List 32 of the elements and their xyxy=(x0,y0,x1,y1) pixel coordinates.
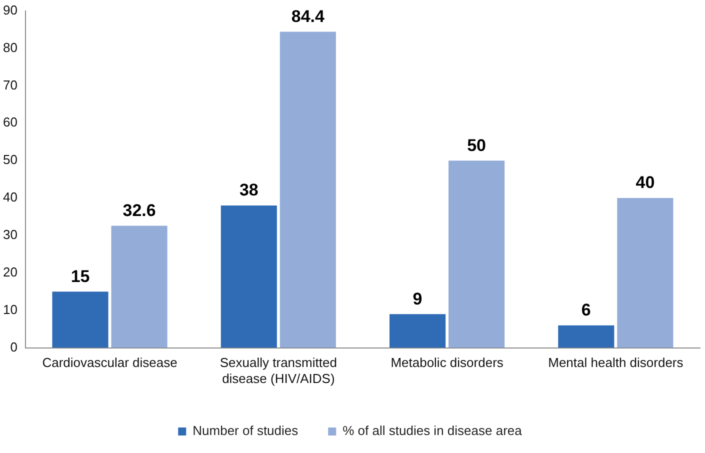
x-tick-label: Sexually transmitted disease (HIV/AIDS) xyxy=(220,355,337,386)
x-tick-label: Mental health disorders xyxy=(548,355,684,370)
data-label: 38 xyxy=(239,180,258,200)
bar xyxy=(617,198,674,348)
y-tick-label: 20 xyxy=(2,264,18,280)
y-tick-label: 0 xyxy=(10,339,18,354)
data-label: 50 xyxy=(467,136,486,155)
legend-label: % of all studies in disease area xyxy=(342,423,523,438)
bar xyxy=(448,160,505,348)
y-tick-label: 40 xyxy=(2,190,18,205)
data-label: 40 xyxy=(636,173,655,192)
y-tick-label: 30 xyxy=(2,227,18,242)
y-tick-label: 10 xyxy=(2,302,18,317)
y-tick-label: 80 xyxy=(2,40,18,55)
bar xyxy=(111,226,168,348)
x-tick-label: Metabolic disorders xyxy=(390,355,504,370)
data-label: 32.6 xyxy=(122,200,156,220)
bar xyxy=(558,325,614,348)
y-tick-label: 60 xyxy=(2,114,18,130)
legend-label: Number of studies xyxy=(192,423,299,438)
bar xyxy=(52,292,108,348)
data-label: 6 xyxy=(581,300,591,320)
y-tick-label: 70 xyxy=(2,77,18,92)
y-tick-label: 50 xyxy=(2,152,18,168)
bar xyxy=(280,32,336,348)
x-tick-label: Cardiovascular disease xyxy=(42,355,178,370)
data-label: 84.4 xyxy=(291,6,326,26)
bar xyxy=(390,314,446,348)
data-label: 9 xyxy=(412,289,422,308)
bar xyxy=(220,206,277,348)
data-label: 15 xyxy=(70,266,90,286)
y-tick-label: 90 xyxy=(2,2,18,18)
